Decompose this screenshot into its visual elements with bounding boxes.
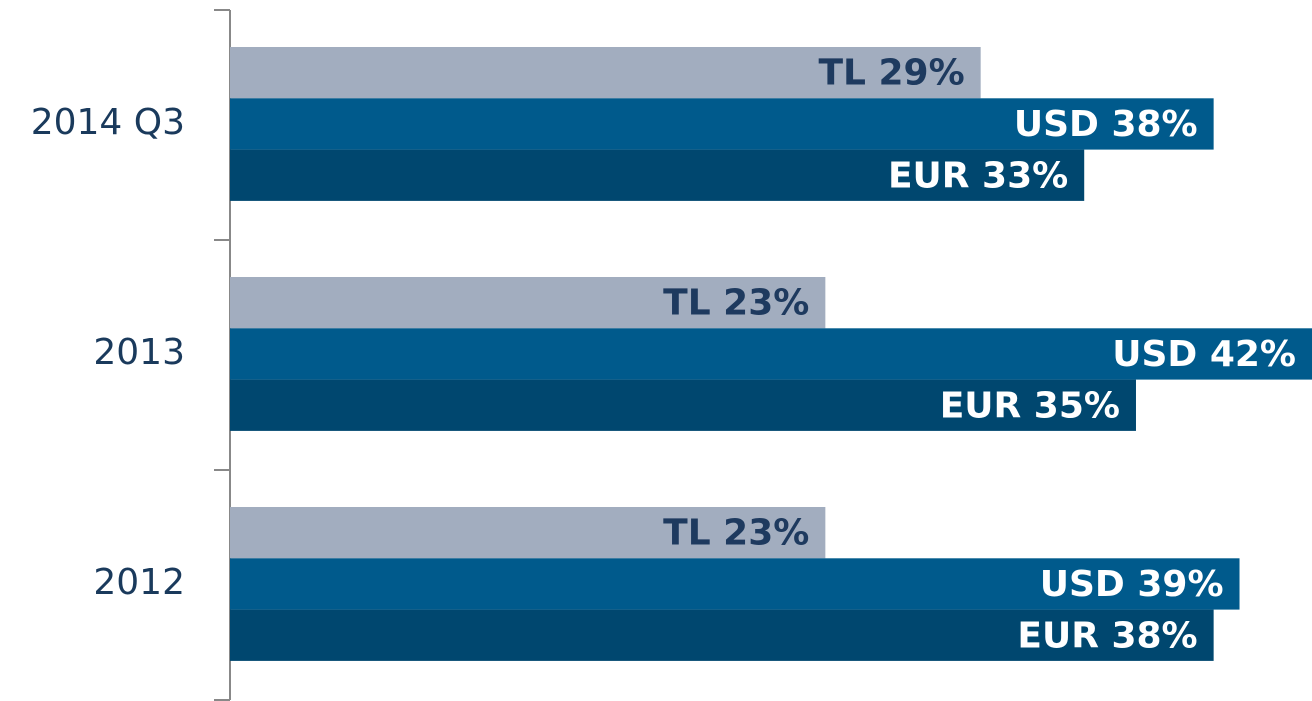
bar [230,98,1214,150]
y-tick-label: 2013 [93,332,185,373]
bar [230,328,1312,380]
bar [230,558,1240,610]
bar [230,379,1136,431]
data-label: EUR 35% [940,385,1120,426]
data-label: TL 23% [663,513,809,554]
bar [230,507,826,559]
data-label: TL 23% [663,283,809,324]
data-label: EUR 33% [888,155,1068,196]
data-label: USD 42% [1112,334,1296,375]
data-label: USD 38% [1014,104,1198,145]
bar [230,47,981,99]
y-tick-label: 2012 [93,562,185,603]
y-tick-label: 2014 Q3 [31,102,185,143]
bar [230,277,826,329]
bar [230,609,1214,661]
data-label: TL 29% [818,53,964,94]
data-label: EUR 38% [1017,615,1197,656]
bar [230,149,1085,201]
data-label: USD 39% [1040,564,1224,605]
